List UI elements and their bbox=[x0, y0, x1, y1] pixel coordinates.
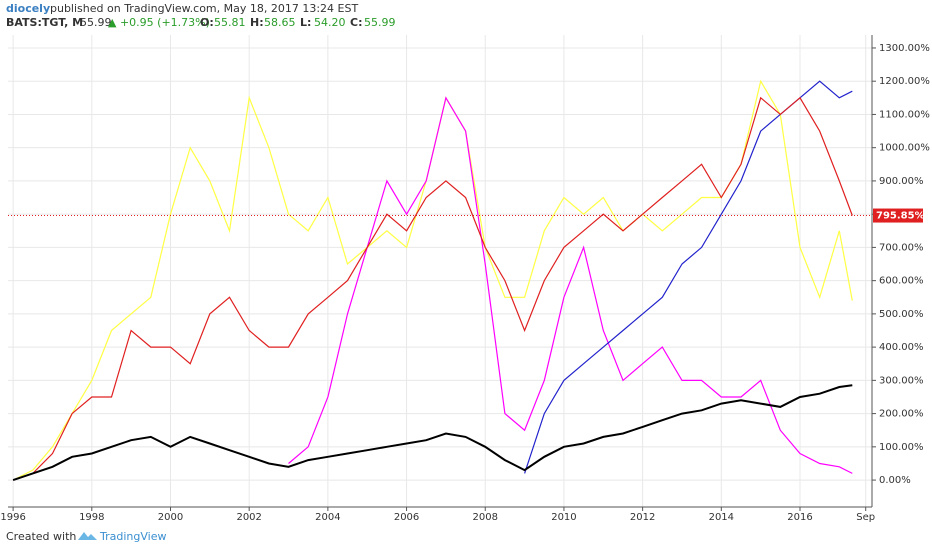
change: ▲ +0.95 (+1.73%) bbox=[108, 16, 210, 29]
user[interactable]: diocely bbox=[6, 2, 50, 15]
y-tick-label: 1100.00% bbox=[879, 109, 930, 120]
y-tick-label: 200.00% bbox=[879, 409, 924, 420]
y-tick-label: 600.00% bbox=[879, 276, 924, 287]
symbol: BATS:TGT, M bbox=[6, 16, 83, 29]
x-tick-label: 2012 bbox=[630, 512, 655, 523]
brand[interactable]: TradingView bbox=[99, 530, 166, 543]
y-tick-label: 1000.00% bbox=[879, 143, 930, 154]
plot bbox=[8, 79, 872, 482]
x-tick-label: Sep bbox=[856, 512, 875, 523]
ohlc-value: 55.99 bbox=[364, 16, 396, 29]
x-tick-label: 2014 bbox=[709, 512, 734, 523]
ohlc-label: H: bbox=[250, 16, 264, 29]
ohlc: O: 55.81 H: 58.65 L: 54.20 C: 55.99 bbox=[200, 16, 396, 29]
ohlc-label: O: bbox=[200, 16, 214, 29]
grid bbox=[8, 35, 872, 507]
price: 55.99 bbox=[80, 16, 112, 29]
ohlc-value: 54.20 bbox=[314, 16, 346, 29]
series-line bbox=[12, 96, 853, 481]
last-value-label: 795.85% bbox=[876, 211, 925, 222]
x-tick-label: 2004 bbox=[315, 512, 340, 523]
published: published on TradingView.com, May 18, 20… bbox=[50, 2, 358, 15]
x-tick-label: 2000 bbox=[158, 512, 183, 523]
y-tick-label: 1300.00% bbox=[879, 43, 930, 54]
x-tick-label: 2010 bbox=[551, 512, 576, 523]
y-tick-label: 1200.00% bbox=[879, 76, 930, 87]
created-with: Created with bbox=[6, 530, 76, 543]
series-line bbox=[12, 384, 853, 482]
y-tick-label: 300.00% bbox=[879, 375, 924, 386]
y-tick-label: 0.00% bbox=[879, 475, 911, 486]
y-tick-label: 500.00% bbox=[879, 309, 924, 320]
y-axis-panel bbox=[872, 35, 932, 507]
x-tick-label: 2002 bbox=[236, 512, 261, 523]
x-tick-label: 1998 bbox=[79, 512, 104, 523]
x-tick-label: 2016 bbox=[787, 512, 812, 523]
series-line bbox=[288, 96, 853, 474]
ohlc-value: 58.65 bbox=[264, 16, 296, 29]
y-tick-label: 700.00% bbox=[879, 242, 924, 253]
x-tick-label: 2006 bbox=[394, 512, 419, 523]
y-tick-label: 100.00% bbox=[879, 442, 924, 453]
y-tick-label: 400.00% bbox=[879, 342, 924, 353]
x-tick-label: 1996 bbox=[0, 512, 25, 523]
ohlc-label: C: bbox=[350, 16, 362, 29]
ohlc-value: 55.81 bbox=[214, 16, 246, 29]
series-line bbox=[524, 80, 853, 474]
last-value-box bbox=[873, 208, 923, 223]
y-tick-label: 900.00% bbox=[879, 176, 924, 187]
logo bbox=[78, 532, 97, 540]
axes: 0.00% 100.00% 200.00% 300.00% 400.00% 500.00%… bbox=[0, 43, 929, 523]
x-tick-label: 2008 bbox=[473, 512, 498, 523]
ohlc-label: L: bbox=[300, 16, 311, 29]
